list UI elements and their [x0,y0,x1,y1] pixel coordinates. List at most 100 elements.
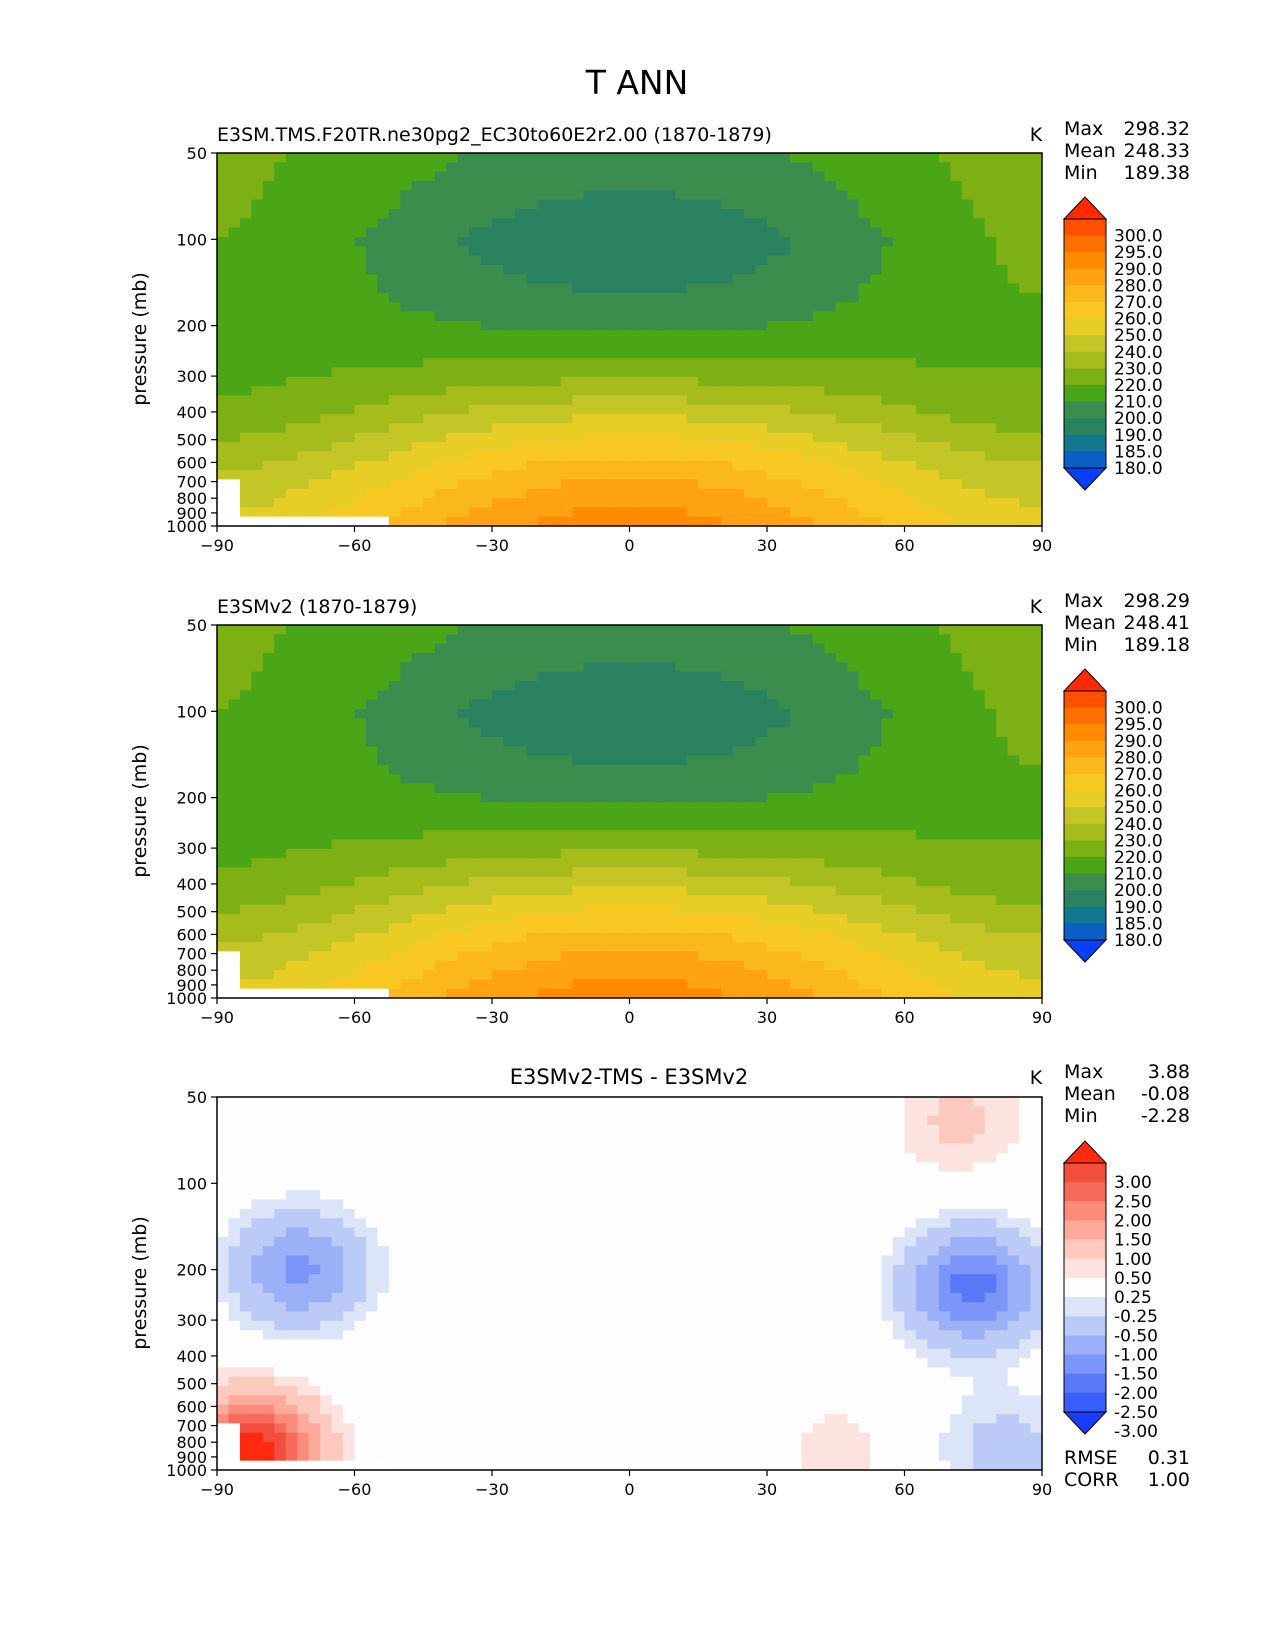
contour-cell [400,208,413,219]
contour-cell [526,507,539,518]
contour-cell [583,358,596,369]
contour-cell [400,507,413,518]
contour-cell [675,264,688,275]
contour-cell [503,690,516,701]
contour-cell [446,498,459,508]
contour-cell [835,339,848,350]
contour-cell [595,802,608,813]
contour-cell [950,386,963,397]
contour-cell [847,498,860,508]
contour-cell [835,708,848,719]
contour-cell [755,848,768,859]
contour-cell [583,320,596,331]
contour-cell [1030,302,1042,313]
contour-cell [560,283,573,294]
contour-cell [996,625,1009,635]
contour-cell [354,236,367,247]
contour-cell [652,848,665,859]
contour-cell [434,358,447,369]
contour-cell [778,246,791,257]
contour-cell [893,246,906,257]
contour-cell [331,274,344,285]
contour-cell [228,858,241,869]
contour-cell [698,811,711,822]
contour-cell [595,283,608,294]
contour-cell [492,302,505,313]
contour-cell [640,802,654,813]
contour-cell [870,153,883,163]
contour-cell [480,190,493,201]
contour-cell [893,736,906,747]
contour-cell [778,479,791,490]
contour-cell [973,680,986,691]
contour-cell [514,699,527,710]
contour-cell [927,376,940,387]
contour-cell [606,764,619,775]
contour-cell [663,348,676,359]
contour-cell [480,811,493,822]
contour-cell [239,320,252,331]
contour-cell [377,479,390,490]
contour-cell [927,171,940,182]
contour-cell [297,162,310,173]
contour-cell [881,255,894,266]
contour-cell [789,736,802,747]
contour-cell [961,274,974,285]
contour-cell [618,498,631,508]
contour-cell [1007,330,1020,341]
contour-cell [434,208,447,219]
contour-cell [812,858,825,869]
contour-cell [331,652,344,663]
contour-cell [514,460,527,471]
contour-cell [469,479,482,490]
contour-cell [640,830,654,841]
contour-cell [595,755,608,766]
contour-cell [640,246,654,257]
contour-cell [400,404,413,415]
contour-cell [938,423,951,434]
contour-cell [365,470,379,480]
contour-cell [812,302,825,313]
contour-cell [755,792,768,803]
contour-cell [744,255,757,266]
contour-cell [492,311,505,322]
contour-cell [560,746,573,757]
contour-cell [595,718,608,729]
contour-cell [927,876,940,887]
contour-cell [400,848,413,859]
contour-cell [858,727,871,738]
contour-cell [938,643,951,654]
contour-cell [537,479,550,490]
contour-cell [331,736,344,747]
contour-cell [640,386,654,397]
contour-cell [996,708,1009,719]
contour-cell [721,330,734,341]
contour-cell [721,218,734,229]
contour-cell [469,774,482,785]
contour-cell [320,830,333,841]
contour-cell [572,708,585,719]
contour-cell [308,292,321,303]
contour-cell [388,348,401,359]
contour-cell [469,516,482,526]
contour-cell [915,867,929,878]
contour-cell [984,755,997,766]
contour-cell [732,460,745,471]
contour-cell [824,358,837,369]
contour-cell [1007,199,1020,210]
contour-cell [996,218,1009,229]
contour-cell [755,320,768,331]
contour-cell [938,227,951,238]
contour-cell [228,699,241,710]
contour-cell [560,792,573,803]
contour-cell [274,414,287,425]
contour-cell [320,404,333,415]
contour-cell [343,792,356,803]
contour-cell [698,367,711,378]
contour-cell [503,479,516,490]
contour-cell [973,432,986,443]
contour-cell [961,180,974,191]
contour-cell [377,423,390,434]
contour-cell [308,652,321,663]
contour-cell [343,498,356,508]
